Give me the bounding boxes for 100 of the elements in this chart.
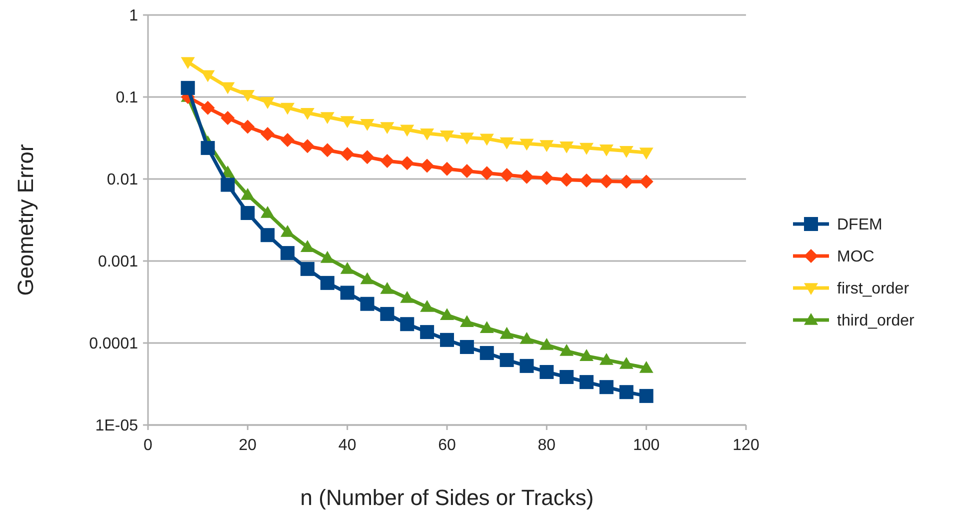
point xyxy=(340,262,354,274)
point xyxy=(320,112,334,124)
point xyxy=(540,170,554,185)
point xyxy=(240,188,255,200)
point xyxy=(639,360,654,373)
point xyxy=(599,144,614,156)
point xyxy=(380,306,394,321)
point xyxy=(300,108,314,120)
point xyxy=(580,349,594,361)
point xyxy=(180,80,195,95)
point xyxy=(220,82,235,94)
point xyxy=(500,353,514,368)
y-tick-label: 1 xyxy=(129,8,138,25)
point xyxy=(560,172,574,187)
point xyxy=(619,385,634,400)
point xyxy=(300,262,314,276)
y-tick-label: 0.0001 xyxy=(89,336,138,353)
point xyxy=(400,156,414,170)
point xyxy=(260,126,275,141)
point xyxy=(240,206,255,220)
point xyxy=(440,308,454,320)
point xyxy=(520,138,534,151)
point xyxy=(540,364,554,379)
point xyxy=(340,146,354,161)
point xyxy=(480,134,494,146)
point xyxy=(240,90,255,102)
point xyxy=(380,282,394,294)
x-tick-label: 40 xyxy=(338,437,356,454)
point xyxy=(520,358,534,373)
y-axis-title: Geometry Error xyxy=(13,144,38,296)
point xyxy=(180,57,195,70)
point xyxy=(200,100,215,115)
point xyxy=(200,140,215,155)
legend-label: DFEM xyxy=(837,216,882,234)
point xyxy=(420,158,434,173)
x-axis-title: n (Number of Sides or Tracks) xyxy=(300,485,594,510)
point xyxy=(560,370,574,384)
point xyxy=(540,338,554,350)
point xyxy=(420,300,434,312)
point xyxy=(619,174,634,189)
point xyxy=(360,150,374,164)
point xyxy=(280,246,295,260)
point xyxy=(280,132,295,147)
point xyxy=(540,140,554,152)
point xyxy=(300,139,314,154)
point xyxy=(639,388,654,403)
point xyxy=(360,296,374,311)
point xyxy=(200,70,215,82)
point xyxy=(560,141,574,154)
point xyxy=(400,290,414,303)
point xyxy=(280,224,295,237)
x-tick-label: 80 xyxy=(538,437,556,454)
point xyxy=(580,173,594,188)
point xyxy=(560,344,574,356)
x-tick-label: 60 xyxy=(438,437,456,454)
point xyxy=(619,356,634,369)
point xyxy=(340,116,354,128)
point xyxy=(460,315,474,327)
point xyxy=(420,128,434,140)
point xyxy=(460,340,474,354)
point xyxy=(580,142,594,155)
point xyxy=(400,317,414,332)
point xyxy=(400,124,414,137)
y-tick-label: 0.1 xyxy=(116,90,138,107)
point xyxy=(580,375,594,390)
point xyxy=(260,206,275,218)
point xyxy=(639,148,654,160)
point xyxy=(639,174,654,189)
x-tick-label: 0 xyxy=(144,437,153,454)
point xyxy=(320,276,334,290)
point xyxy=(500,326,514,339)
point xyxy=(300,240,314,252)
point xyxy=(440,130,454,142)
legend-label: MOC xyxy=(837,248,874,266)
x-tick-label: 100 xyxy=(632,437,660,454)
point xyxy=(380,122,394,134)
point xyxy=(420,325,434,340)
point xyxy=(220,110,235,125)
point xyxy=(320,143,334,158)
point xyxy=(260,228,275,242)
y-tick-label: 1E-05 xyxy=(95,418,138,435)
point xyxy=(599,380,614,394)
point xyxy=(480,166,494,180)
point xyxy=(599,352,614,365)
legend-label: third_order xyxy=(837,312,916,330)
point xyxy=(500,168,514,182)
point xyxy=(480,321,494,333)
point xyxy=(619,146,634,158)
point xyxy=(460,132,474,145)
point xyxy=(460,164,474,178)
point xyxy=(220,178,235,192)
point xyxy=(380,154,394,168)
point xyxy=(320,250,334,263)
point xyxy=(599,174,614,188)
point xyxy=(340,286,354,300)
x-tick-label: 120 xyxy=(732,437,760,454)
legend-label: first_order xyxy=(837,280,910,298)
point xyxy=(260,97,275,109)
point xyxy=(240,120,255,134)
y-tick-label: 0.001 xyxy=(98,254,138,271)
